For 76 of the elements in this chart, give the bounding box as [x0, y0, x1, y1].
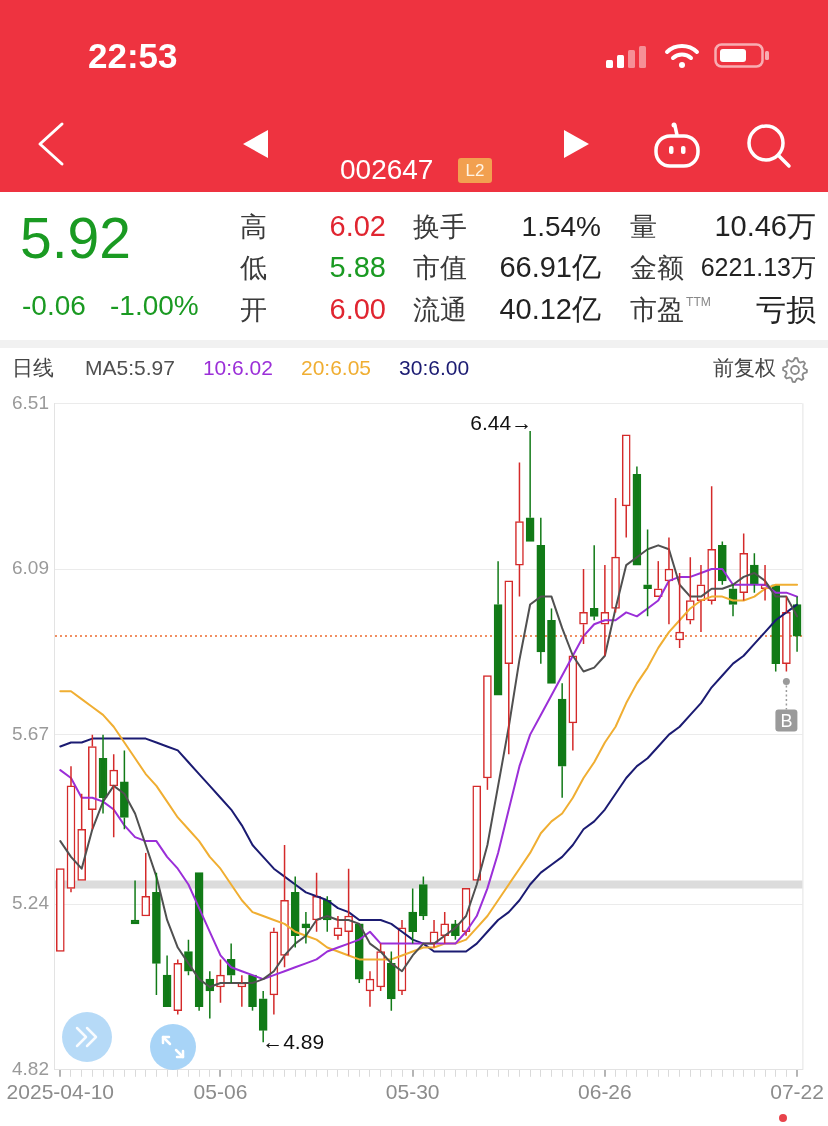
candlestick [504, 580, 514, 756]
candlestick [258, 990, 268, 1043]
x-tick-label: 05-30 [385, 1080, 440, 1104]
text: 6221.13万 [700, 253, 816, 282]
candlestick [653, 560, 663, 597]
chart-subtitle: 日线 [12, 356, 54, 381]
candlestick [141, 852, 151, 917]
text: 5.88 [329, 251, 386, 285]
candlestick [386, 950, 396, 1012]
candlestick [194, 872, 204, 1012]
candlestick [675, 572, 684, 649]
text: 换手 [413, 212, 467, 244]
x-tick-label: 06-26 [578, 1080, 632, 1104]
annotation: B [780, 710, 793, 731]
y-tick-label: 6.09 [12, 557, 49, 579]
candlestick [301, 911, 311, 945]
annotation: 6.44→ [470, 410, 533, 434]
text: 10.46万 [714, 210, 816, 244]
text: MA5:5.97 [85, 356, 175, 381]
candlestick [98, 733, 108, 815]
y-tick-label: 5.24 [12, 892, 50, 914]
candlestick [130, 879, 140, 925]
candlestick [589, 544, 599, 622]
candlestick [237, 974, 247, 1008]
candlestick [290, 875, 300, 949]
text: 前复权 [713, 356, 776, 381]
text: 5.92 [20, 206, 131, 272]
text: 亏损 [756, 292, 816, 327]
text: 002647 [340, 154, 434, 187]
y-tick-label: 6.51 [12, 391, 49, 413]
candlestick [792, 595, 802, 653]
text: -1.00% [110, 290, 199, 323]
text: 开 [240, 295, 267, 327]
text: 22:53 [88, 36, 178, 77]
text: 20:6.05 [300, 356, 372, 381]
text: 流通 [413, 295, 467, 327]
text: 40.12亿 [499, 293, 601, 327]
candlestick [109, 753, 119, 838]
text: 1.54% [521, 210, 601, 243]
text: 市盈$^{TTM}$ [630, 294, 711, 327]
text: 66.91亿 [499, 251, 601, 285]
candlestick [333, 915, 343, 941]
candlestick [408, 887, 418, 945]
candlestick [162, 954, 172, 1008]
candlestick [557, 682, 567, 799]
text: 金额 [630, 253, 684, 285]
text: 10:6.02 [202, 356, 273, 381]
text: 6.00 [329, 293, 386, 327]
y-tick-label: 4.82 [12, 1058, 49, 1080]
candlestick [525, 430, 535, 542]
text: -0.06 [22, 290, 86, 323]
text: 30:6.00 [399, 356, 470, 381]
candlestick [173, 958, 183, 1016]
candlestick [365, 970, 375, 1008]
text: 低 [240, 253, 267, 285]
text: 市值 [413, 253, 467, 285]
candlestick [269, 927, 279, 1016]
candlestick [643, 528, 652, 618]
candlestick [472, 785, 482, 881]
y-tick-label: 5.67 [12, 722, 49, 744]
candlestick [66, 765, 76, 894]
candlestick [621, 434, 631, 539]
candlestick [536, 517, 546, 665]
candlestick [493, 560, 503, 696]
candlestick [664, 536, 674, 625]
candlestick [632, 465, 642, 566]
x-tick-label: 05-06 [193, 1080, 248, 1104]
candlestick [55, 868, 65, 952]
annotation: ←4.89 [262, 1029, 325, 1053]
candlestick [568, 655, 578, 752]
text: 量 [630, 212, 657, 244]
text: L2 [458, 158, 492, 183]
text: 高 [240, 212, 267, 244]
x-tick-label: 2025-04-10 [6, 1080, 115, 1104]
x-tick-label: 07-22 [770, 1080, 824, 1104]
text: 6.02 [329, 210, 386, 244]
